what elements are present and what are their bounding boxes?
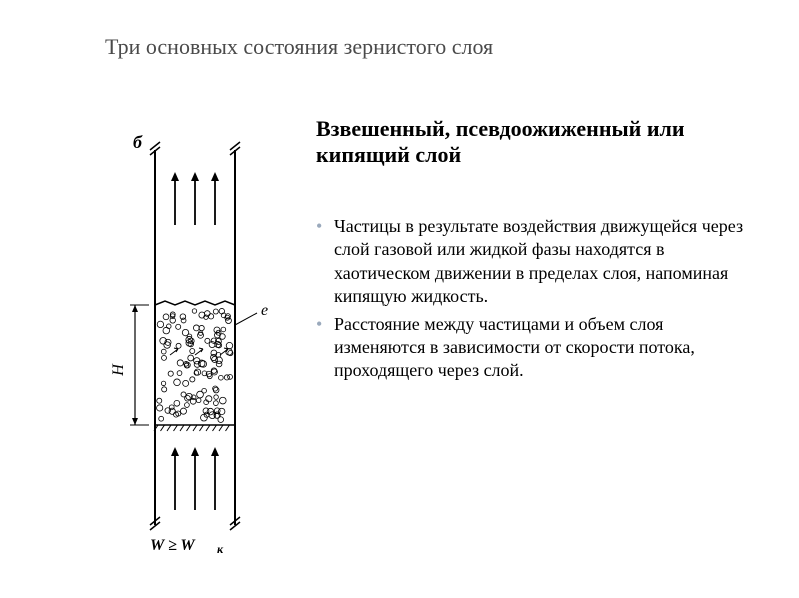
slide-title: Три основных состояния зернистого слоя: [105, 34, 493, 60]
bullet-list: Частицы в результате воздействия движуще…: [316, 215, 748, 387]
bullet-item: Частицы в результате воздействия движуще…: [316, 215, 748, 309]
svg-text:H: H: [110, 363, 127, 377]
slide-subtitle: Взвешенный, псевдоожиженный или кипящий …: [316, 116, 736, 169]
svg-text:к: к: [217, 542, 224, 556]
bullet-item: Расстояние между частицами и объем слоя …: [316, 313, 748, 383]
svg-text:е: е: [261, 302, 268, 319]
diagram-fluidized-bed: Hе б W ≥ W к: [105, 130, 285, 560]
svg-text:W ≥ W: W ≥ W: [150, 537, 196, 554]
svg-text:б: б: [133, 132, 143, 152]
